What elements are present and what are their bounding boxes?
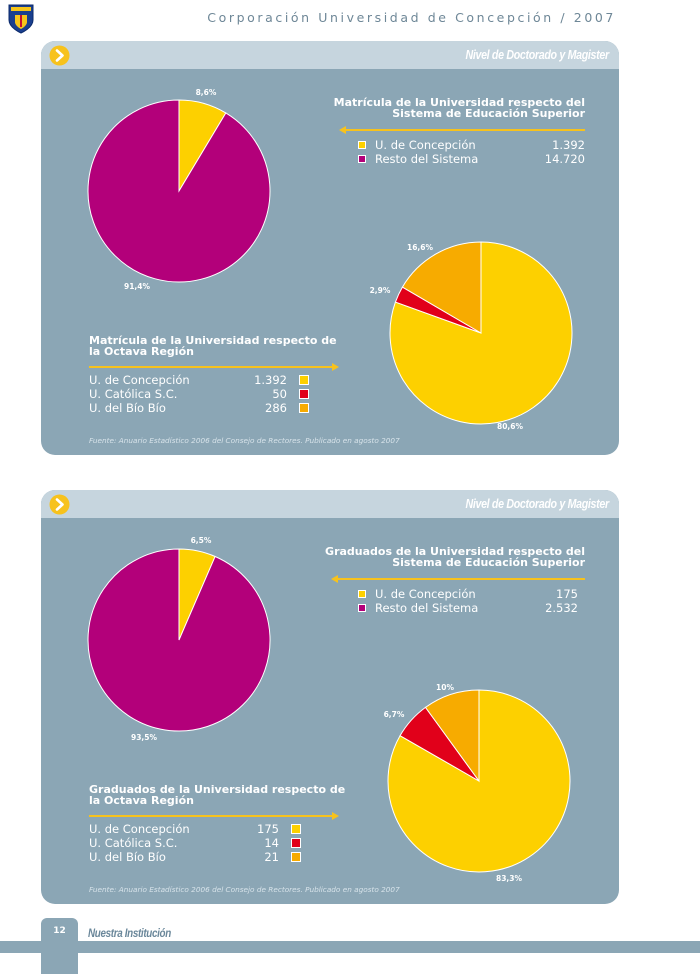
- legend-row: U. de Concepción 175: [358, 587, 578, 601]
- title-line: Matrícula de la Universidad respecto del: [333, 96, 585, 109]
- pie-label-uni-concepcion: 8,6%: [196, 88, 217, 97]
- section-label: Nivel de Doctorado y Magister: [465, 496, 610, 511]
- legend-row: U. Católica S.C. 14: [89, 836, 301, 850]
- pie-slice-resto-sistema: [87, 548, 271, 732]
- title-line: la Octava Región: [89, 794, 194, 807]
- legend-row: U. de Concepción 1.392: [89, 373, 309, 387]
- orange-swatch: [299, 403, 309, 413]
- legend-value: 175: [257, 822, 279, 836]
- pie-slice-resto-sistema: [87, 99, 271, 283]
- legend-label: U. de Concepción: [375, 138, 476, 152]
- red-swatch: [291, 838, 301, 848]
- legend-label: U. de Concepción: [89, 822, 190, 836]
- regional-chart-title: Graduados de la Universidad respecto de …: [89, 784, 345, 806]
- legend-value: 14.720: [544, 152, 585, 166]
- legend-value: 21: [264, 850, 279, 864]
- legend-label: U. Católica S.C.: [89, 836, 178, 850]
- national-legend: U. de Concepción 1.392 Resto del Sistema…: [358, 138, 585, 166]
- regional-chart-title: Matrícula de la Universidad respecto de …: [89, 335, 337, 357]
- legend-label: U. del Bío Bío: [89, 850, 166, 864]
- legend-label: Resto del Sistema: [375, 152, 479, 166]
- pie-slice-uni-bio-bio: [401, 241, 482, 334]
- pie-label-uni-bio-bio: 10%: [436, 683, 454, 692]
- panel-title-bar: Nivel de Doctorado y Magister: [41, 41, 619, 69]
- title-line: Sistema de Educación Superior: [392, 107, 585, 120]
- page-number-tab: 12: [41, 918, 78, 974]
- legend-value: 2.532: [545, 601, 578, 615]
- enrollment-panel: Nivel de Doctorado y Magister 8,6% 91,4% …: [41, 41, 619, 455]
- orange-swatch: [291, 852, 301, 862]
- legend-row: U. de Concepción 175: [89, 822, 301, 836]
- legend-label: U. Católica S.C.: [89, 387, 178, 401]
- pie-label-uni-bio-bio: 16,6%: [407, 243, 434, 252]
- title-underline: [337, 578, 585, 580]
- title-line: Matrícula de la Universidad respecto de: [89, 334, 337, 347]
- title-line: Graduados de la Universidad respecto del: [325, 545, 585, 558]
- pie-slice-uni-bio-bio: [424, 689, 480, 783]
- pie-label-resto-sistema: 93,5%: [131, 733, 158, 742]
- source-note: Fuente: Anuario Estadístico 2006 del Con…: [89, 885, 400, 894]
- underline-arrow-right: [332, 812, 339, 820]
- legend-row: U. Católica S.C. 50: [89, 387, 309, 401]
- page-number: 12: [53, 926, 66, 936]
- magenta-swatch: [358, 155, 366, 163]
- pie-label-uni-concepcion: 80,6%: [497, 422, 524, 431]
- yellow-swatch: [358, 141, 366, 149]
- magenta-swatch: [358, 604, 366, 612]
- yellow-swatch: [358, 590, 366, 598]
- legend-row: Resto del Sistema 14.720: [358, 152, 585, 166]
- legend-value: 50: [272, 387, 287, 401]
- legend-value: 1.392: [552, 138, 585, 152]
- legend-value: 175: [556, 587, 578, 601]
- legend-row: U. del Bío Bío 21: [89, 850, 301, 864]
- national-enrollment-pie-chart: 8,6% 91,4%: [87, 88, 271, 291]
- panel-title-bar: Nivel de Doctorado y Magister: [41, 490, 619, 518]
- legend-label: U. del Bío Bío: [89, 401, 166, 415]
- national-graduates-pie-chart: 6,5% 93,5%: [87, 536, 271, 742]
- national-chart-title: Matrícula de la Universidad respecto del…: [334, 97, 585, 119]
- footer-bar: [0, 941, 700, 953]
- title-underline: [345, 129, 585, 131]
- regional-graduates-pie-chart: 83,3% 6,7% 10%: [384, 683, 571, 883]
- document-header-title: Corporación Universidad de Concepción / …: [207, 10, 616, 25]
- pie-label-resto-sistema: 91,4%: [124, 282, 151, 291]
- title-line: la Octava Región: [89, 345, 194, 358]
- regional-enrollment-pie-chart: 80,6% 2,9% 16,6%: [370, 241, 573, 431]
- legend-label: Resto del Sistema: [375, 601, 479, 615]
- yellow-swatch: [299, 375, 309, 385]
- chevron-right-icon: [49, 494, 70, 515]
- pie-label-uni-catolica: 2,9%: [370, 286, 391, 295]
- title-line: Sistema de Educación Superior: [392, 556, 585, 569]
- university-shield-logo: [8, 4, 34, 34]
- legend-value: 286: [265, 401, 287, 415]
- source-note: Fuente: Anuario Estadístico 2006 del Con…: [89, 436, 400, 445]
- red-swatch: [299, 389, 309, 399]
- underline-arrow-left: [339, 126, 346, 134]
- regional-legend: U. de Concepción 1.392 U. Católica S.C. …: [89, 373, 309, 415]
- legend-value: 14: [264, 836, 279, 850]
- pie-label-uni-concepcion: 83,3%: [496, 874, 523, 883]
- pie-label-uni-catolica: 6,7%: [384, 710, 405, 719]
- section-label: Nivel de Doctorado y Magister: [465, 47, 610, 62]
- underline-arrow-left: [331, 575, 338, 583]
- legend-row: U. de Concepción 1.392: [358, 138, 585, 152]
- title-underline: [89, 815, 332, 817]
- yellow-swatch: [291, 824, 301, 834]
- pie-label-uni-concepcion: 6,5%: [191, 536, 212, 545]
- title-underline: [89, 366, 332, 368]
- footer-section-title: Nuestra Institución: [88, 926, 171, 940]
- title-line: Graduados de la Universidad respecto de: [89, 783, 346, 796]
- legend-label: U. de Concepción: [375, 587, 476, 601]
- legend-label: U. de Concepción: [89, 373, 190, 387]
- legend-row: U. del Bío Bío 286: [89, 401, 309, 415]
- regional-legend: U. de Concepción 175 U. Católica S.C. 14…: [89, 822, 301, 864]
- chevron-right-icon: [49, 45, 70, 66]
- underline-arrow-right: [332, 363, 339, 371]
- legend-row: Resto del Sistema 2.532: [358, 601, 578, 615]
- national-chart-title: Graduados de la Universidad respecto del…: [325, 546, 585, 568]
- national-legend: U. de Concepción 175 Resto del Sistema 2…: [358, 587, 578, 615]
- legend-value: 1.392: [254, 373, 287, 387]
- graduates-panel: Nivel de Doctorado y Magister 6,5% 93,5% …: [41, 490, 619, 904]
